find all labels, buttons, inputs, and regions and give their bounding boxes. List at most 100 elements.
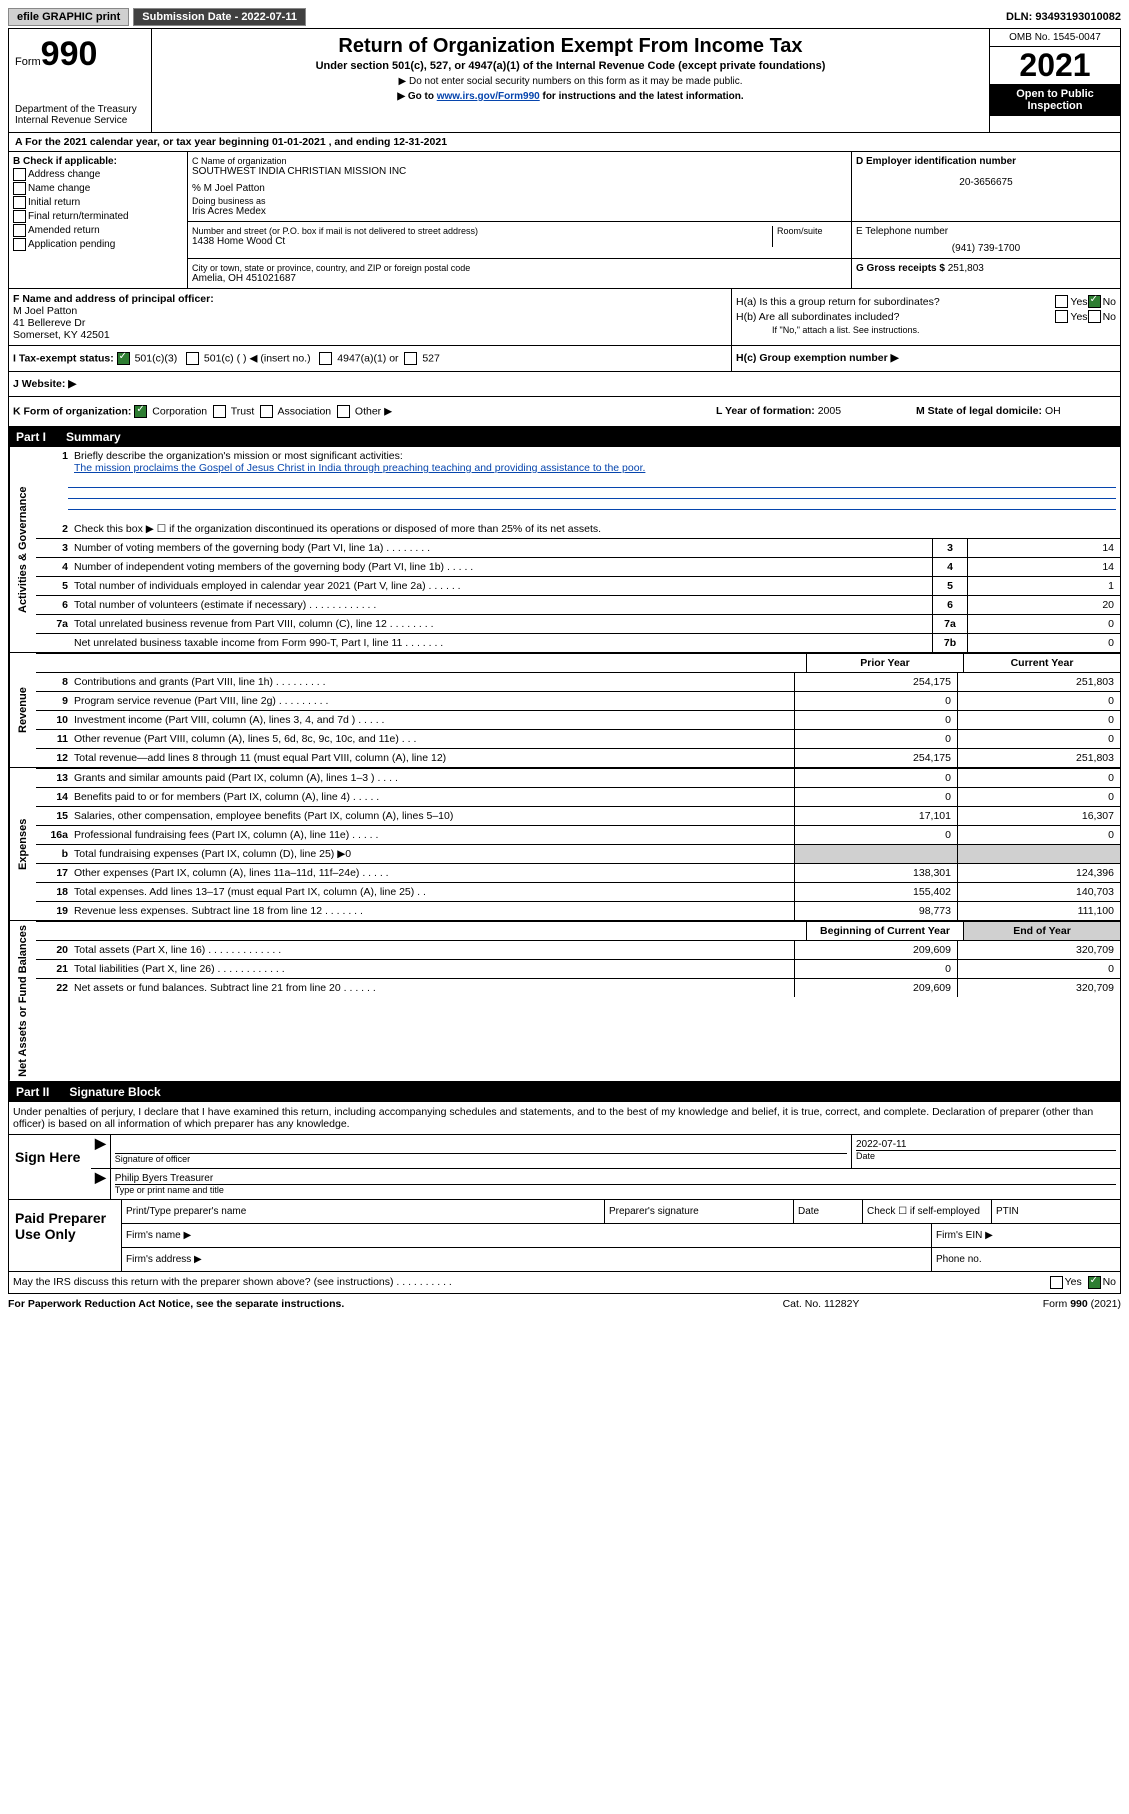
efile-button[interactable]: efile GRAPHIC print [8,8,129,26]
table-row: 7aTotal unrelated business revenue from … [36,614,1120,633]
table-row: 9Program service revenue (Part VIII, lin… [36,691,1120,710]
sig-date-cell: 2022-07-11 Date [851,1135,1120,1168]
sig-disclaimer: Under penalties of perjury, I declare th… [8,1102,1121,1135]
prep-ptin-cell[interactable]: PTIN [991,1200,1120,1223]
table-row: bTotal fundraising expenses (Part IX, co… [36,844,1120,863]
cb-corp[interactable] [134,405,147,418]
table-row: 5Total number of individuals employed in… [36,576,1120,595]
col-c: C Name of organization SOUTHWEST INDIA C… [188,152,1120,288]
blank-line [68,477,1116,488]
h-a-label: H(a) Is this a group return for subordin… [736,296,1055,308]
discuss-no[interactable] [1088,1276,1101,1289]
section-net-assets: Net Assets or Fund Balances Beginning of… [8,921,1121,1082]
form-word: Form [15,56,41,68]
h-b-note: If "No," attach a list. See instructions… [736,325,1116,335]
line-1: 1 Briefly describe the organization's mi… [36,447,1120,477]
vtab-net-assets: Net Assets or Fund Balances [9,921,36,1081]
arrow-icon: ▶ [91,1135,110,1168]
blank-line [68,488,1116,499]
cb-501c3[interactable] [117,352,130,365]
paid-preparer-label: Paid Preparer Use Only [9,1200,121,1271]
gross-receipts-value: 251,803 [948,263,984,274]
section-activities-governance: Activities & Governance 1 Briefly descri… [8,447,1121,653]
dba-name: Iris Acres Medex [192,206,847,217]
part-i-header: Part I Summary [8,427,1121,447]
cb-527[interactable] [404,352,417,365]
cb-initial-return[interactable]: Initial return [13,196,183,209]
firm-ein-cell[interactable]: Firm's EIN ▶ [931,1224,1120,1247]
table-row: Net unrelated business taxable income fr… [36,633,1120,652]
row-k: K Form of organization: Corporation Trus… [8,397,1121,427]
cb-other[interactable] [337,405,350,418]
cb-amended-return[interactable]: Amended return [13,224,183,237]
hb-no[interactable] [1088,310,1101,323]
prep-self-emp-cell[interactable]: Check ☐ if self-employed [862,1200,991,1223]
ha-no[interactable] [1088,295,1101,308]
cb-4947[interactable] [319,352,332,365]
table-row: 4Number of independent voting members of… [36,557,1120,576]
table-row: 14Benefits paid to or for members (Part … [36,787,1120,806]
col-b-title: B Check if applicable: [13,156,183,167]
l-year-formation: L Year of formation: 2005 [716,405,916,418]
sign-here-label: Sign Here [9,1135,91,1199]
section-revenue: Revenue Prior Year Current Year 8Contrib… [8,653,1121,768]
prep-sig-cell[interactable]: Preparer's signature [604,1200,793,1223]
cb-final-return[interactable]: Final return/terminated [13,210,183,223]
rev-col-headers: Prior Year Current Year [36,653,1120,672]
table-row: 12Total revenue—add lines 8 through 11 (… [36,748,1120,767]
table-row: 18Total expenses. Add lines 13–17 (must … [36,882,1120,901]
row-j-website: J Website: ▶ [8,372,1121,397]
form-subtitle: Under section 501(c), 527, or 4947(a)(1)… [158,60,983,72]
table-row: 3Number of voting members of the governi… [36,538,1120,557]
prep-name-cell[interactable]: Print/Type preparer's name [121,1200,604,1223]
header-mid: Return of Organization Exempt From Incom… [152,29,990,132]
firm-phone-cell[interactable]: Phone no. [931,1248,1120,1271]
prep-date-cell[interactable]: Date [793,1200,862,1223]
col-h: H(a) Is this a group return for subordin… [732,289,1120,345]
form-note-link: ▶ Go to www.irs.gov/Form990 for instruct… [158,91,983,102]
footer: For Paperwork Reduction Act Notice, see … [8,1294,1121,1314]
header-right: OMB No. 1545-0047 2021 Open to Public In… [990,29,1120,132]
dln-label: DLN: 93493193010082 [1006,11,1121,23]
hb-yes[interactable] [1055,310,1068,323]
dept-label: Department of the Treasury [15,104,145,115]
ha-yes[interactable] [1055,295,1068,308]
cb-assoc[interactable] [260,405,273,418]
discuss-yes[interactable] [1050,1276,1063,1289]
cb-501c[interactable] [186,352,199,365]
cb-address-change[interactable]: Address change [13,168,183,181]
street-address: 1438 Home Wood Ct [192,236,772,247]
officer-name: M Joel Patton [13,305,727,317]
cb-name-change[interactable]: Name change [13,182,183,195]
phone-value: (941) 739-1700 [856,243,1116,254]
table-row: 21Total liabilities (Part X, line 26) . … [36,959,1120,978]
table-row: 8Contributions and grants (Part VIII, li… [36,672,1120,691]
table-row: 13Grants and similar amounts paid (Part … [36,768,1120,787]
org-name-cell: C Name of organization SOUTHWEST INDIA C… [188,152,852,222]
street-cell: Number and street (or P.O. box if mail i… [188,222,852,259]
open-public-badge: Open to Public Inspection [990,84,1120,116]
irs-link[interactable]: www.irs.gov/Form990 [437,91,540,102]
top-bar: efile GRAPHIC print Submission Date - 20… [8,8,1121,26]
form-note-ssn: ▶ Do not enter social security numbers o… [158,76,983,87]
officer-addr1: 41 Bellereve Dr [13,317,727,329]
cb-trust[interactable] [213,405,226,418]
m-state-domicile: M State of legal domicile: OH [916,405,1116,418]
table-row: 22Net assets or fund balances. Subtract … [36,978,1120,997]
form-header: Form990 Department of the Treasury Inter… [8,28,1121,133]
table-row: 10Investment income (Part VIII, column (… [36,710,1120,729]
firm-addr-cell[interactable]: Firm's address ▶ [121,1248,931,1271]
tax-year: 2021 [990,47,1120,84]
submission-date-button[interactable]: Submission Date - 2022-07-11 [133,8,306,26]
irs-discuss-row: May the IRS discuss this return with the… [8,1272,1121,1294]
officer-name-cell: Philip Byers Treasurer Type or print nam… [110,1169,1120,1199]
paid-preparer-block: Paid Preparer Use Only Print/Type prepar… [8,1200,1121,1272]
h-b-label: H(b) Are all subordinates included? [736,311,1055,323]
table-row: 20Total assets (Part X, line 16) . . . .… [36,940,1120,959]
officer-signature-cell[interactable]: Signature of officer [110,1135,851,1168]
cb-application-pending[interactable]: Application pending [13,238,183,251]
org-name: SOUTHWEST INDIA CHRISTIAN MISSION INC [192,166,847,177]
omb-label: OMB No. 1545-0047 [990,29,1120,47]
firm-name-cell[interactable]: Firm's name ▶ [121,1224,931,1247]
row-a-tax-year: A For the 2021 calendar year, or tax yea… [8,133,1121,152]
